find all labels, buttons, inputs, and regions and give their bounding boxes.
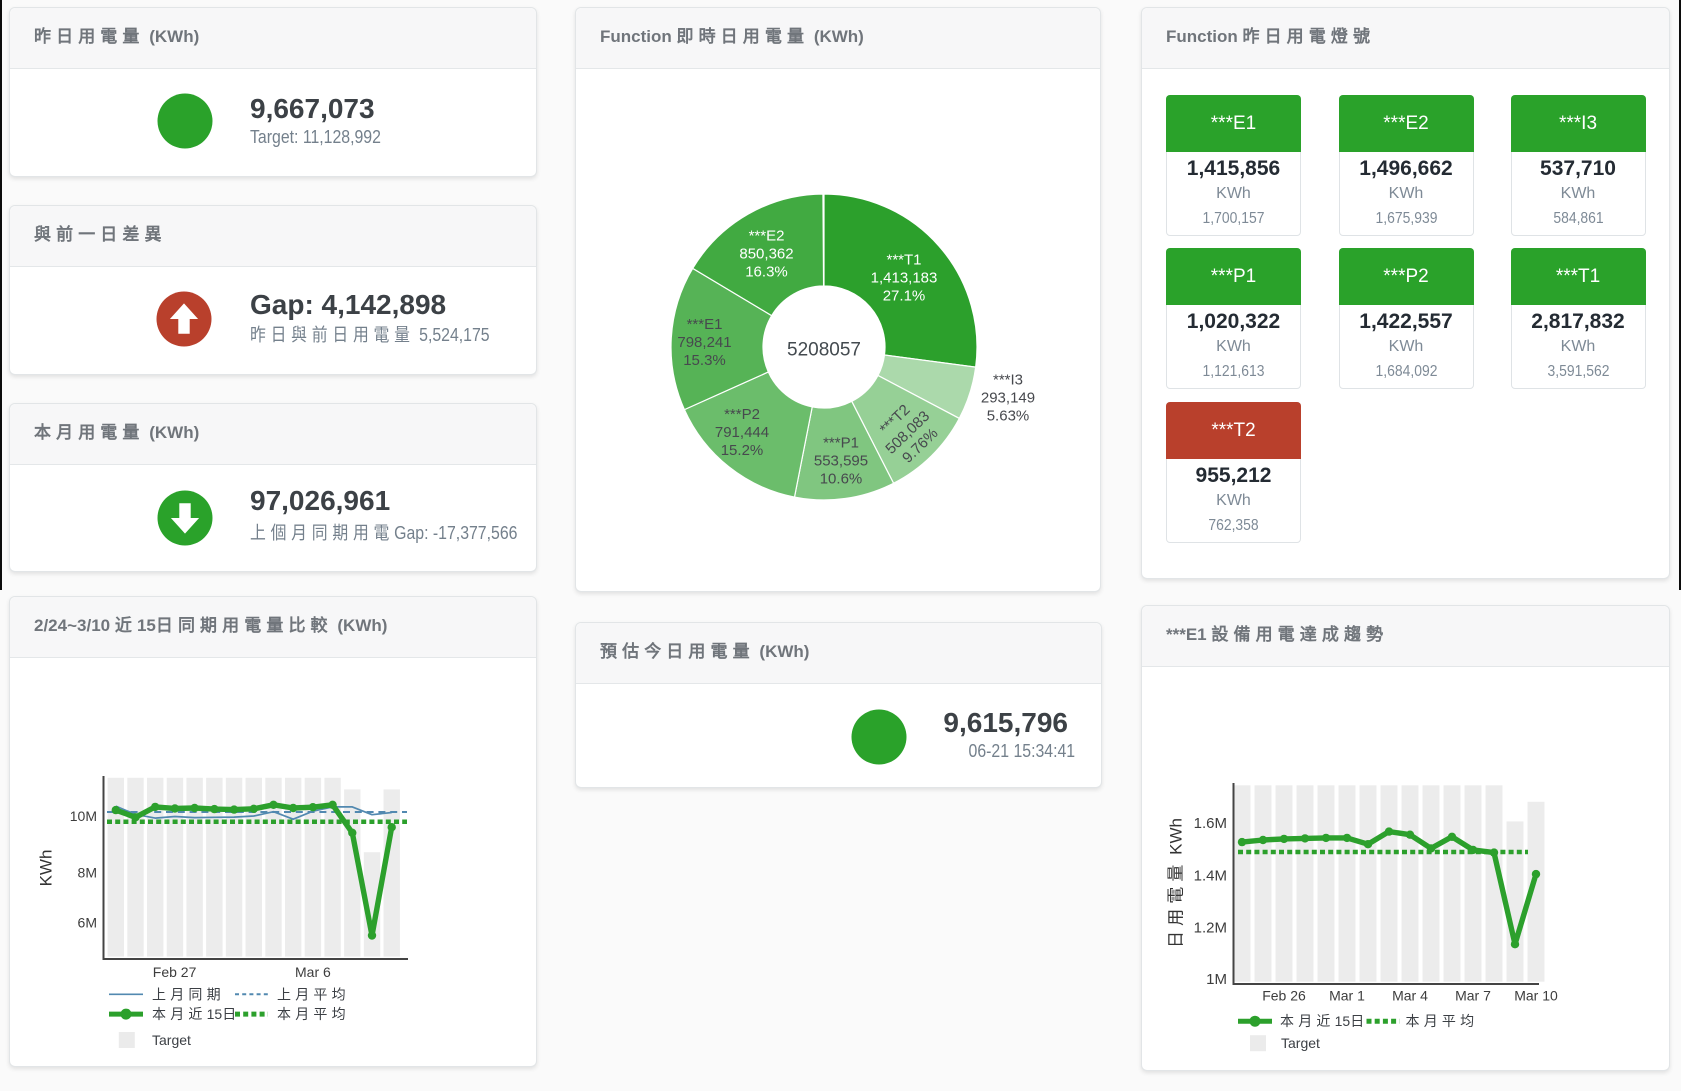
svg-text:Feb 26: Feb 26	[1262, 988, 1306, 1004]
svg-text:8M: 8M	[78, 865, 97, 881]
svg-text:本月近15日: 本月近15日	[152, 1006, 240, 1022]
svg-text:6M: 6M	[78, 915, 97, 931]
svg-text:1.6M: 1.6M	[1194, 815, 1227, 832]
svg-text:10M: 10M	[70, 808, 97, 824]
svg-text:Target: Target	[152, 1032, 191, 1048]
svg-text:Mar 4: Mar 4	[1392, 988, 1428, 1004]
svg-text:本月平均: 本月平均	[1406, 1013, 1479, 1029]
svg-text:KWh: KWh	[37, 850, 56, 887]
svg-text:上月同期: 上月同期	[152, 986, 225, 1002]
svg-text:Mar 6: Mar 6	[295, 964, 331, 980]
svg-text:Mar 1: Mar 1	[1329, 988, 1365, 1004]
svg-text:日用電量 KWh: 日用電量 KWh	[1167, 818, 1186, 948]
svg-text:本月平均: 本月平均	[277, 1006, 350, 1022]
svg-text:Mar 7: Mar 7	[1455, 988, 1491, 1004]
svg-text:Target: Target	[1281, 1035, 1320, 1051]
svg-text:Mar 10: Mar 10	[1514, 988, 1558, 1004]
svg-text:1.2M: 1.2M	[1194, 920, 1227, 937]
svg-text:1.4M: 1.4M	[1194, 868, 1227, 885]
svg-text:Feb 27: Feb 27	[153, 964, 197, 980]
svg-text:上月平均: 上月平均	[277, 986, 350, 1002]
svg-text:本月近15日: 本月近15日	[1280, 1013, 1368, 1029]
svg-text:5208057: 5208057	[787, 340, 861, 361]
svg-text:1M: 1M	[1206, 971, 1227, 988]
